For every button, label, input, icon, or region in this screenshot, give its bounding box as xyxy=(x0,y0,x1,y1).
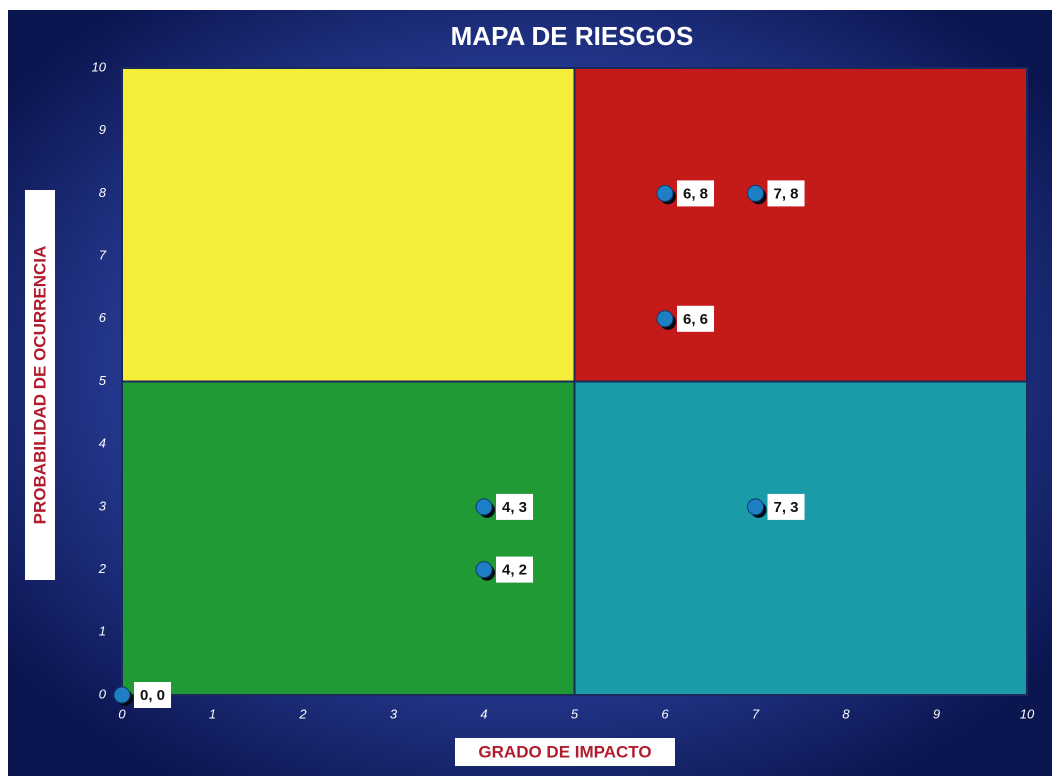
x-tick-label: 7 xyxy=(752,706,760,721)
point xyxy=(747,184,764,202)
y-tick-label: 4 xyxy=(99,436,106,451)
x-tick-label: 2 xyxy=(298,706,307,721)
point xyxy=(656,184,674,202)
y-tick-label: 1 xyxy=(99,624,106,639)
point xyxy=(113,686,131,704)
point xyxy=(656,310,674,328)
y-axis-label-box xyxy=(25,190,55,580)
point-label: 7, 8 xyxy=(774,185,799,202)
x-tick-label: 9 xyxy=(933,706,940,721)
y-tick-label: 3 xyxy=(99,498,107,513)
y-axis-label: PROBABILIDAD DE OCURRENCIA xyxy=(30,246,49,525)
x-axis-label-box xyxy=(455,738,675,766)
point-label: 6, 8 xyxy=(683,185,708,202)
chart-title: MAPA DE RIESGOS xyxy=(451,21,694,51)
risk-region xyxy=(121,67,576,383)
point-label-box xyxy=(134,682,172,708)
x-tick-label: 10 xyxy=(1020,706,1035,721)
point-label: 7, 3 xyxy=(774,499,799,516)
x-tick-label: 6 xyxy=(661,706,669,721)
point-label-box xyxy=(767,493,805,520)
risk-region xyxy=(121,380,576,696)
point-label: 6, 6 xyxy=(683,311,708,328)
x-tick-label: 5 xyxy=(571,706,579,721)
y-tick-label: 0 xyxy=(99,686,107,701)
x-tick-label: 8 xyxy=(842,706,850,721)
y-axis-label-group: PROBABILIDAD DE OCURRENCIA xyxy=(25,190,55,580)
risk-region xyxy=(573,380,1028,696)
point-label: 4, 3 xyxy=(502,499,527,516)
point-label-box xyxy=(677,180,715,207)
y-tick-label: 6 xyxy=(99,310,107,325)
x-tick-label: 0 xyxy=(118,706,126,721)
y-tick-label: 2 xyxy=(98,561,107,576)
y-tick-label: 10 xyxy=(92,59,107,74)
point xyxy=(747,498,764,516)
x-tick-label: 3 xyxy=(390,706,398,721)
y-tick-label: 8 xyxy=(99,185,107,200)
x-tick-label: 4 xyxy=(480,706,487,721)
x-axis-label: GRADO DE IMPACTO xyxy=(478,742,651,761)
y-tick-label: 5 xyxy=(99,373,107,388)
point-label-box xyxy=(677,305,715,332)
point-label-box xyxy=(767,180,805,207)
point-label: 4, 2 xyxy=(502,562,527,579)
point-label-box xyxy=(496,556,534,583)
risk-region xyxy=(573,67,1028,383)
point-label: 0, 0 xyxy=(140,687,165,704)
point xyxy=(475,498,493,516)
point-label-box xyxy=(496,493,534,520)
x-tick-label: 1 xyxy=(209,706,216,721)
point xyxy=(475,561,493,579)
y-tick-label: 9 xyxy=(99,122,106,137)
y-tick-label: 7 xyxy=(99,248,107,263)
